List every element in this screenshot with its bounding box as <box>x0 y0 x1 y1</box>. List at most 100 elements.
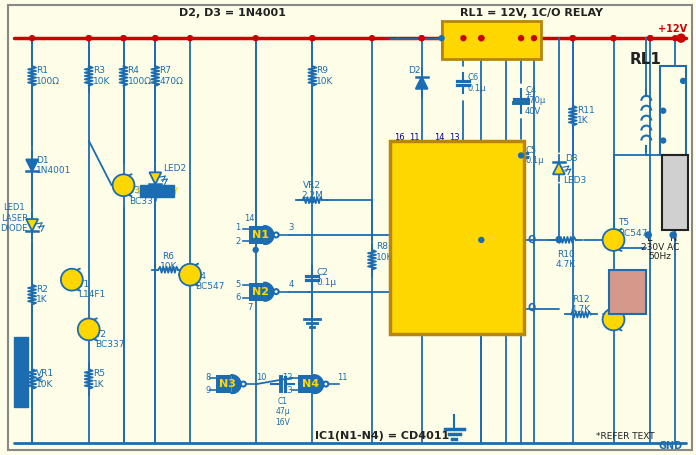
Text: R4
100Ω: R4 100Ω <box>127 66 152 86</box>
Text: 9: 9 <box>206 386 211 395</box>
Circle shape <box>30 35 35 40</box>
Text: R6
10K: R6 10K <box>159 252 177 272</box>
Text: 11: 11 <box>394 169 405 178</box>
Circle shape <box>648 35 653 40</box>
Circle shape <box>253 35 258 40</box>
Circle shape <box>324 382 329 387</box>
Bar <box>441 21 541 59</box>
Polygon shape <box>416 77 427 89</box>
Polygon shape <box>150 172 161 184</box>
Text: N1: N1 <box>252 230 269 240</box>
Circle shape <box>661 138 665 143</box>
Bar <box>390 141 524 334</box>
Text: D3: D3 <box>565 154 578 163</box>
Text: PZ1
PIEZO-
BUZZER: PZ1 PIEZO- BUZZER <box>609 277 646 307</box>
Circle shape <box>672 35 678 40</box>
Text: 14: 14 <box>434 133 445 142</box>
Circle shape <box>274 233 278 238</box>
Text: 15: 15 <box>509 156 520 165</box>
Text: N4: N4 <box>302 379 319 389</box>
Circle shape <box>61 269 83 291</box>
Text: C5
0.1μ: C5 0.1μ <box>525 146 544 165</box>
Circle shape <box>121 35 126 40</box>
Text: 13: 13 <box>282 386 292 395</box>
Circle shape <box>121 35 126 40</box>
Text: R7
470Ω: R7 470Ω <box>159 66 183 86</box>
Text: IC3: IC3 <box>480 25 503 39</box>
Text: 12: 12 <box>509 298 520 307</box>
Text: C3
100μ
16V: C3 100μ 16V <box>485 195 507 225</box>
Circle shape <box>310 35 315 40</box>
Circle shape <box>611 35 616 40</box>
Text: T6
BC557: T6 BC557 <box>619 298 648 317</box>
Text: 8: 8 <box>514 278 520 287</box>
Text: Q̄: Q̄ <box>527 303 535 313</box>
Text: +: + <box>524 90 531 99</box>
Text: 5: 5 <box>235 280 241 289</box>
Circle shape <box>153 35 158 40</box>
Text: OUT: OUT <box>445 49 464 58</box>
Polygon shape <box>26 219 38 231</box>
Text: D2, D3 = 1N4001: D2, D3 = 1N4001 <box>180 8 286 18</box>
Circle shape <box>570 35 575 40</box>
Circle shape <box>661 108 665 113</box>
Text: 8: 8 <box>205 373 211 382</box>
Text: IC2: IC2 <box>441 210 471 228</box>
Bar <box>248 283 264 301</box>
Text: N/C: N/C <box>665 136 681 145</box>
Circle shape <box>532 35 537 40</box>
Text: 14: 14 <box>244 213 255 222</box>
Circle shape <box>479 35 484 40</box>
Text: VR1
10K: VR1 10K <box>36 369 54 389</box>
Circle shape <box>603 229 624 251</box>
Text: N2: N2 <box>252 287 269 297</box>
Text: 14: 14 <box>394 189 405 198</box>
Circle shape <box>419 35 424 40</box>
Bar <box>141 185 174 197</box>
Text: N/O: N/O <box>665 76 681 86</box>
Bar <box>661 66 686 156</box>
Text: IN: IN <box>528 49 537 58</box>
Text: IC1(N1-N4) = CD4011: IC1(N1-N4) = CD4011 <box>315 431 449 441</box>
Text: +: + <box>484 200 491 209</box>
Text: 6: 6 <box>235 293 241 302</box>
Text: Q: Q <box>527 235 535 245</box>
Text: 50Hz: 50Hz <box>649 253 672 261</box>
Polygon shape <box>553 162 565 174</box>
Text: VR2
2.2M: VR2 2.2M <box>301 181 324 200</box>
Text: R5
1K: R5 1K <box>93 369 104 389</box>
Text: *REFER TEXT: *REFER TEXT <box>596 432 654 441</box>
Text: +12V: +12V <box>658 24 687 34</box>
Circle shape <box>370 35 374 40</box>
Circle shape <box>439 35 444 40</box>
Circle shape <box>648 35 653 40</box>
Text: D2: D2 <box>409 66 421 76</box>
Text: 4: 4 <box>289 280 294 289</box>
Text: LED2: LED2 <box>164 164 187 173</box>
Circle shape <box>179 264 201 286</box>
Text: LED3: LED3 <box>563 176 586 185</box>
Text: 10: 10 <box>255 373 266 382</box>
Text: 1: 1 <box>235 223 241 233</box>
Circle shape <box>310 35 315 40</box>
Circle shape <box>310 197 315 202</box>
Circle shape <box>603 308 624 330</box>
Text: T4
BC547: T4 BC547 <box>195 272 224 291</box>
Bar <box>248 226 264 244</box>
Circle shape <box>86 35 91 40</box>
Text: 12: 12 <box>282 373 292 382</box>
Circle shape <box>461 35 466 40</box>
Bar <box>299 375 314 393</box>
Text: C1
47μ
16V: C1 47μ 16V <box>275 397 290 427</box>
Text: L: L <box>647 233 652 243</box>
Text: D1
1N4001: D1 1N4001 <box>36 156 72 175</box>
Text: CD4538: CD4538 <box>420 233 493 251</box>
Circle shape <box>253 248 258 253</box>
Bar <box>608 270 647 314</box>
Text: T5
BC547: T5 BC547 <box>619 218 648 238</box>
Circle shape <box>519 153 523 158</box>
Text: 230V AC: 230V AC <box>641 243 679 253</box>
Circle shape <box>556 238 562 243</box>
Text: R11
1K: R11 1K <box>577 106 594 126</box>
Text: 9: 9 <box>514 318 520 327</box>
